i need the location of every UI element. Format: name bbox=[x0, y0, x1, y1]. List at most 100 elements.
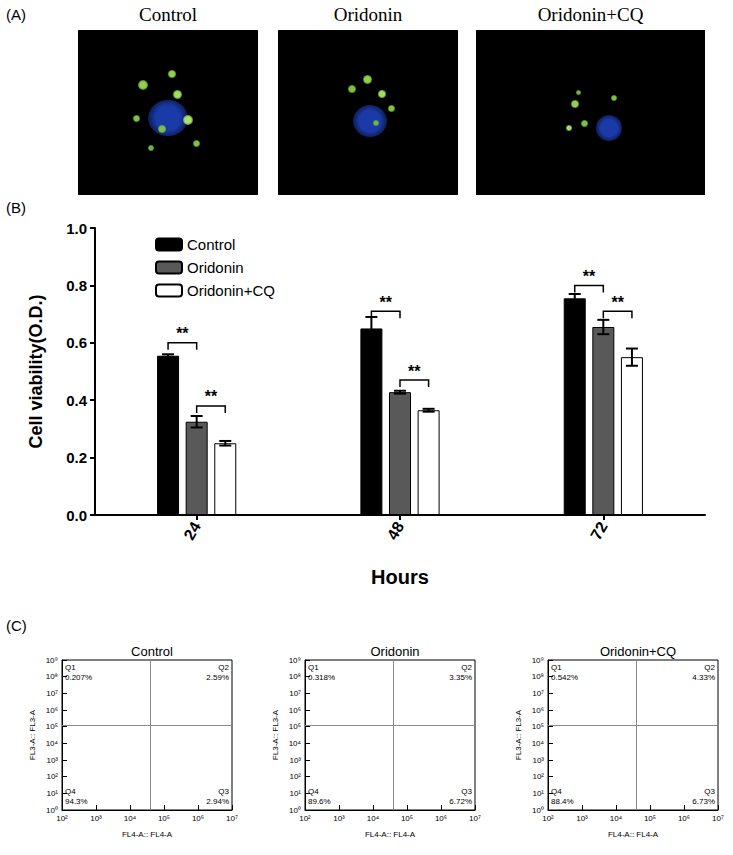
svg-text:10²: 10² bbox=[299, 814, 311, 823]
svg-text:**: ** bbox=[205, 388, 218, 405]
svg-text:10⁸: 10⁸ bbox=[46, 672, 58, 681]
svg-text:Oridonin: Oridonin bbox=[370, 644, 419, 659]
svg-text:0.318%: 0.318% bbox=[308, 673, 335, 682]
svg-text:10⁵: 10⁵ bbox=[289, 722, 301, 731]
svg-text:Q4: Q4 bbox=[65, 787, 76, 796]
svg-text:10¹: 10¹ bbox=[46, 789, 58, 798]
svg-text:(C): (C) bbox=[6, 617, 27, 634]
svg-text:10⁴: 10⁴ bbox=[367, 814, 380, 823]
svg-text:10⁷: 10⁷ bbox=[469, 814, 481, 823]
svg-text:Cell viability(O.D.): Cell viability(O.D.) bbox=[26, 294, 46, 448]
svg-text:Q2: Q2 bbox=[704, 663, 715, 672]
svg-text:(B): (B) bbox=[6, 199, 26, 216]
svg-text:Q1: Q1 bbox=[308, 663, 319, 672]
svg-text:FL3-A:: FL3-A: FL3-A:: FL3-A bbox=[271, 709, 280, 760]
svg-text:10⁴: 10⁴ bbox=[610, 814, 623, 823]
svg-text:3.35%: 3.35% bbox=[449, 673, 472, 682]
svg-text:Q2: Q2 bbox=[461, 663, 472, 672]
svg-text:10²: 10² bbox=[542, 814, 554, 823]
svg-text:10³: 10³ bbox=[576, 814, 588, 823]
svg-text:10⁵: 10⁵ bbox=[401, 814, 413, 823]
svg-text:FL4-A:: FL4-A: FL4-A:: FL4-A bbox=[122, 830, 173, 839]
svg-text:Control: Control bbox=[131, 644, 173, 659]
svg-text:Hours: Hours bbox=[371, 566, 429, 588]
svg-text:10⁷: 10⁷ bbox=[712, 814, 724, 823]
svg-text:**: ** bbox=[583, 268, 596, 285]
svg-text:10²: 10² bbox=[56, 814, 68, 823]
svg-text:6.73%: 6.73% bbox=[692, 797, 715, 806]
svg-text:10⁹: 10⁹ bbox=[289, 656, 301, 665]
svg-text:Oridonin: Oridonin bbox=[187, 259, 244, 276]
svg-text:10⁵: 10⁵ bbox=[644, 814, 656, 823]
svg-text:72: 72 bbox=[587, 519, 611, 543]
svg-text:10⁷: 10⁷ bbox=[226, 814, 238, 823]
svg-text:Q1: Q1 bbox=[65, 663, 76, 672]
svg-text:Oridonin+CQ: Oridonin+CQ bbox=[600, 644, 676, 659]
svg-text:10⁸: 10⁸ bbox=[289, 672, 301, 681]
svg-text:FL4-A:: FL4-A: FL4-A:: FL4-A bbox=[365, 830, 416, 839]
svg-text:10⁷: 10⁷ bbox=[532, 689, 544, 698]
svg-text:FL4-A:: FL4-A: FL4-A:: FL4-A bbox=[608, 830, 659, 839]
svg-text:10⁶: 10⁶ bbox=[435, 814, 447, 823]
svg-text:Q3: Q3 bbox=[218, 787, 229, 796]
svg-text:Q2: Q2 bbox=[218, 663, 229, 672]
svg-text:2.59%: 2.59% bbox=[206, 673, 229, 682]
svg-text:0.8: 0.8 bbox=[66, 277, 87, 294]
svg-text:0.2: 0.2 bbox=[66, 449, 87, 466]
svg-text:10⁶: 10⁶ bbox=[192, 814, 204, 823]
svg-text:10⁹: 10⁹ bbox=[46, 656, 58, 665]
svg-text:0.0: 0.0 bbox=[66, 507, 87, 524]
svg-text:Q4: Q4 bbox=[551, 787, 562, 796]
svg-text:10⁵: 10⁵ bbox=[46, 722, 58, 731]
svg-text:10³: 10³ bbox=[90, 814, 102, 823]
svg-text:48: 48 bbox=[384, 519, 408, 543]
svg-text:0.4: 0.4 bbox=[66, 392, 88, 409]
svg-text:FL3-A:: FL3-A: FL3-A:: FL3-A bbox=[28, 709, 37, 760]
svg-text:**: ** bbox=[379, 294, 392, 311]
svg-text:24: 24 bbox=[180, 519, 204, 543]
svg-text:10⁵: 10⁵ bbox=[158, 814, 170, 823]
svg-text:10⁴: 10⁴ bbox=[124, 814, 137, 823]
svg-text:10⁵: 10⁵ bbox=[532, 722, 544, 731]
svg-text:10³: 10³ bbox=[333, 814, 345, 823]
svg-text:10⁶: 10⁶ bbox=[532, 706, 544, 715]
svg-text:10¹: 10¹ bbox=[532, 789, 544, 798]
svg-text:89.6%: 89.6% bbox=[308, 797, 331, 806]
svg-text:10⁴: 10⁴ bbox=[532, 739, 545, 748]
svg-text:FL3-A:: FL3-A: FL3-A:: FL3-A bbox=[514, 709, 523, 760]
svg-text:94.3%: 94.3% bbox=[65, 797, 88, 806]
svg-text:10²: 10² bbox=[46, 772, 58, 781]
svg-text:10⁴: 10⁴ bbox=[46, 739, 59, 748]
svg-text:10⁹: 10⁹ bbox=[532, 656, 544, 665]
svg-text:6.72%: 6.72% bbox=[449, 797, 472, 806]
svg-text:2.94%: 2.94% bbox=[206, 797, 229, 806]
svg-text:10³: 10³ bbox=[289, 756, 301, 765]
svg-text:10²: 10² bbox=[532, 772, 544, 781]
svg-text:10⁶: 10⁶ bbox=[678, 814, 690, 823]
svg-text:Q4: Q4 bbox=[308, 787, 319, 796]
svg-text:**: ** bbox=[176, 325, 189, 342]
svg-text:Q1: Q1 bbox=[551, 663, 562, 672]
svg-text:**: ** bbox=[611, 294, 624, 311]
svg-text:Q3: Q3 bbox=[461, 787, 472, 796]
svg-text:10⁶: 10⁶ bbox=[46, 706, 58, 715]
svg-text:10⁷: 10⁷ bbox=[46, 689, 58, 698]
svg-text:10¹: 10¹ bbox=[289, 789, 301, 798]
svg-text:10⁸: 10⁸ bbox=[532, 672, 544, 681]
svg-text:10⁶: 10⁶ bbox=[289, 706, 301, 715]
svg-text:1.0: 1.0 bbox=[66, 220, 87, 237]
svg-text:0.542%: 0.542% bbox=[551, 673, 578, 682]
svg-text:Oridonin+CQ: Oridonin+CQ bbox=[187, 282, 275, 299]
svg-text:10²: 10² bbox=[289, 772, 301, 781]
svg-text:88.4%: 88.4% bbox=[551, 797, 574, 806]
svg-text:0.6: 0.6 bbox=[66, 334, 87, 351]
svg-text:4.33%: 4.33% bbox=[692, 673, 715, 682]
svg-text:10⁷: 10⁷ bbox=[289, 689, 301, 698]
svg-text:10⁴: 10⁴ bbox=[289, 739, 302, 748]
svg-text:10³: 10³ bbox=[532, 756, 544, 765]
svg-text:**: ** bbox=[408, 363, 421, 380]
svg-text:Control: Control bbox=[187, 236, 235, 253]
svg-text:0.207%: 0.207% bbox=[65, 673, 92, 682]
svg-text:10³: 10³ bbox=[46, 756, 58, 765]
svg-text:Q3: Q3 bbox=[704, 787, 715, 796]
